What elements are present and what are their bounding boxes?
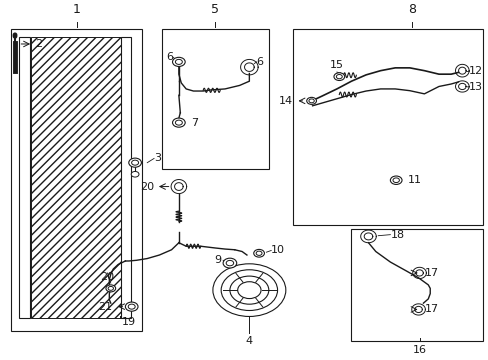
Text: 16: 16 — [412, 345, 426, 355]
Circle shape — [128, 158, 141, 167]
Text: 14: 14 — [279, 96, 292, 106]
Text: 6: 6 — [166, 52, 173, 62]
Text: 6: 6 — [256, 57, 263, 67]
Circle shape — [306, 97, 316, 104]
Circle shape — [175, 120, 182, 125]
Text: 10: 10 — [271, 246, 285, 256]
Bar — [292, 28, 482, 225]
Text: 17: 17 — [424, 305, 438, 314]
Circle shape — [106, 285, 116, 292]
Circle shape — [223, 258, 236, 268]
Circle shape — [172, 57, 185, 67]
Circle shape — [229, 276, 268, 304]
Text: 9: 9 — [214, 255, 221, 265]
Text: 7: 7 — [191, 118, 198, 128]
Circle shape — [226, 260, 233, 266]
Bar — [162, 28, 268, 169]
Circle shape — [131, 171, 139, 177]
Text: 5: 5 — [211, 3, 219, 16]
Text: 19: 19 — [122, 317, 136, 327]
Circle shape — [125, 302, 138, 311]
Circle shape — [392, 178, 399, 183]
Text: 11: 11 — [407, 175, 421, 185]
Bar — [120, 37, 131, 318]
Text: 3: 3 — [154, 153, 161, 163]
Circle shape — [221, 270, 277, 311]
Circle shape — [336, 75, 342, 79]
Bar — [20, 37, 30, 318]
Text: 18: 18 — [389, 230, 404, 240]
Text: 15: 15 — [329, 60, 343, 70]
Circle shape — [308, 99, 314, 103]
Circle shape — [128, 304, 135, 309]
Text: 2: 2 — [35, 39, 42, 49]
Text: 1: 1 — [73, 3, 81, 16]
Circle shape — [175, 59, 182, 64]
Circle shape — [131, 160, 138, 165]
Text: 17: 17 — [424, 267, 438, 278]
Circle shape — [172, 118, 185, 127]
Circle shape — [237, 282, 261, 298]
Text: 13: 13 — [468, 82, 482, 92]
Circle shape — [256, 251, 262, 255]
Text: 20: 20 — [100, 271, 114, 282]
Text: 4: 4 — [245, 337, 252, 346]
Circle shape — [108, 287, 113, 290]
Text: 8: 8 — [407, 3, 415, 16]
Circle shape — [253, 249, 264, 257]
Text: 20: 20 — [140, 182, 154, 192]
Text: 21: 21 — [99, 302, 113, 312]
Bar — [30, 37, 120, 318]
Circle shape — [212, 264, 285, 316]
Circle shape — [333, 73, 344, 81]
Text: 12: 12 — [468, 66, 482, 76]
Bar — [11, 28, 142, 330]
Circle shape — [389, 176, 401, 184]
Bar — [351, 229, 482, 341]
